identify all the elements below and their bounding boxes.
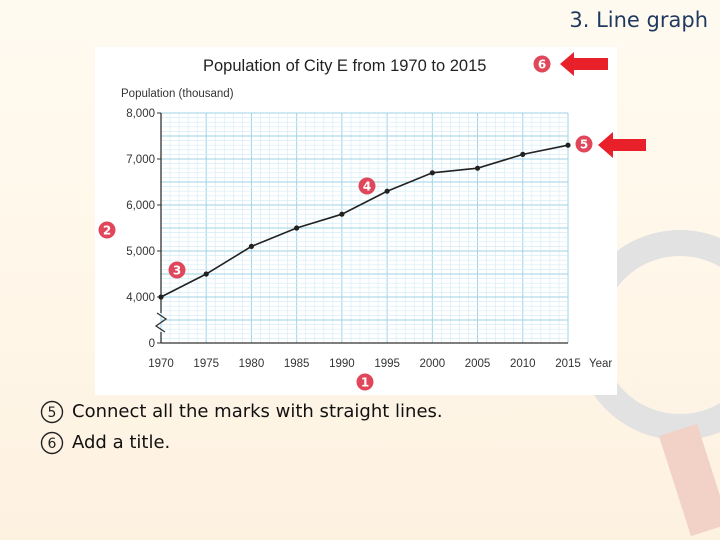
step-number-icon: 5 [40, 400, 64, 423]
step-marker-4: 4 [358, 177, 376, 195]
x-tick-label: 1980 [239, 358, 265, 370]
step-marker-2: 2 [98, 221, 116, 239]
instruction-item: 6 Add a title. [40, 427, 443, 458]
step-marker-5: 5 [575, 135, 593, 153]
step-marker-badge [168, 261, 186, 279]
step-marker-badge [356, 373, 374, 391]
y-tick-label: 5,000 [126, 246, 155, 258]
step-marker-3: 3 [168, 261, 186, 279]
step-marker-label: 6 [538, 58, 546, 72]
step-marker-label: 4 [363, 180, 371, 194]
step-number-icon: 6 [40, 431, 64, 454]
data-point [520, 151, 526, 157]
chart-axes [154, 113, 568, 344]
data-point [339, 211, 345, 217]
chart-panel [95, 47, 617, 395]
data-point [158, 294, 164, 300]
x-tick-label: 1970 [148, 358, 174, 370]
data-point [384, 188, 390, 194]
y-tick-label: 8,000 [126, 108, 155, 120]
data-point [248, 243, 255, 249]
series-line [160, 144, 569, 298]
data-point [203, 271, 209, 277]
step-marker-badge [98, 221, 116, 239]
last-point-arrow-icon [598, 132, 646, 158]
population-series-line [160, 144, 569, 298]
x-tick-label: 2015 [555, 358, 581, 370]
step-marker-badge [575, 135, 593, 153]
step-marker-badge [533, 55, 551, 73]
step-marker-badge [358, 177, 376, 195]
chart-grid [160, 112, 569, 344]
step-marker-1: 1 [356, 373, 374, 391]
data-point [565, 142, 571, 148]
x-tick-label: 1975 [193, 358, 219, 370]
slide-title: 3. Line graph [569, 8, 708, 32]
chart-title: Population of City E from 1970 to 2015 [203, 57, 486, 75]
population-line-chart: Population of City E from 1970 to 2015 P… [98, 55, 612, 391]
data-point [429, 170, 435, 176]
instruction-text: Add a title. [72, 432, 171, 453]
data-points [158, 142, 571, 300]
step-marker-label: 2 [103, 224, 111, 238]
x-axis-label: Year [589, 358, 612, 370]
x-tick-label: 2005 [465, 358, 491, 370]
instruction-item: 5 Connect all the marks with straight li… [40, 396, 443, 427]
y-tick-label: 6,000 [126, 200, 155, 212]
step-marker-label: 5 [580, 138, 588, 152]
y-tick-labels: 0 4,000 5,000 6,000 7,000 8,000 [126, 108, 161, 350]
data-point [474, 165, 481, 171]
x-tick-label: 2010 [510, 358, 536, 370]
instructions: 5 Connect all the marks with straight li… [40, 396, 443, 458]
x-tick-label: 2000 [420, 358, 446, 370]
step-marker-6: 6 [533, 55, 551, 73]
instruction-text: Connect all the marks with straight line… [72, 401, 443, 422]
axis-break-icon [154, 312, 168, 333]
step-markers: 1 2 3 4 5 6 [98, 55, 593, 391]
svg-text:6: 6 [48, 436, 57, 452]
step-marker-label: 1 [361, 376, 369, 390]
x-tick-labels: 1970 1975 1980 1985 1990 1995 2000 2005 2010 2015 [148, 358, 581, 370]
step-marker-label: 3 [173, 264, 181, 278]
y-axis-label: Population (thousand) [121, 88, 234, 100]
title-arrow-icon [560, 52, 608, 76]
x-tick-label: 1995 [374, 358, 400, 370]
x-tick-label: 1990 [329, 358, 355, 370]
y-tick-label: 4,000 [126, 292, 155, 304]
data-point [294, 225, 300, 231]
x-tick-label: 1985 [284, 358, 310, 370]
y-tick-label: 0 [149, 338, 155, 350]
y-tick-label: 7,000 [126, 154, 155, 166]
svg-text:5: 5 [48, 405, 57, 421]
